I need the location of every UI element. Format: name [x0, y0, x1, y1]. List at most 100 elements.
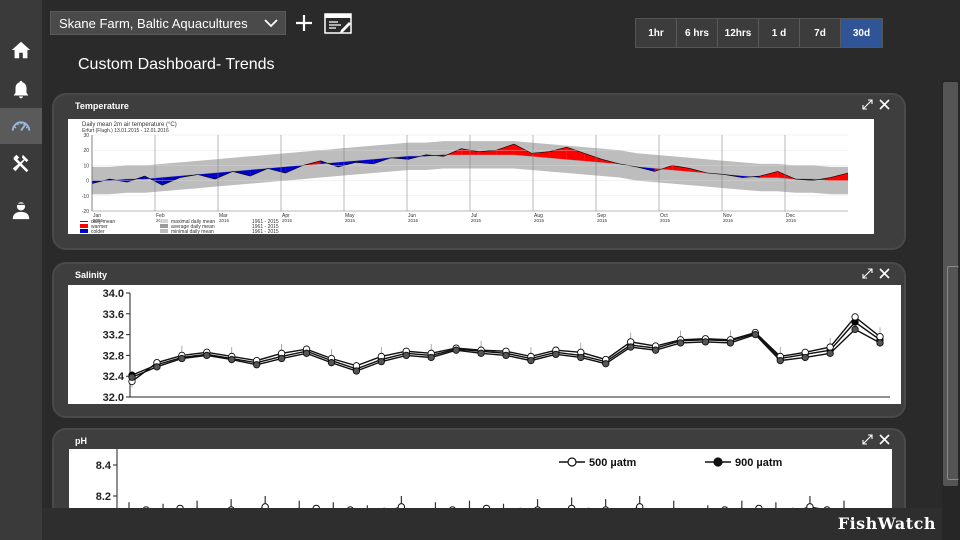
range-7d[interactable]: 7d: [800, 19, 841, 47]
salinity-point: [228, 355, 236, 364]
salinity-point: [277, 354, 286, 363]
salinity-point: [452, 346, 460, 354]
legend-label: 900 µatm: [735, 457, 783, 469]
user-icon: [12, 202, 30, 220]
brand-logo: FishWatch: [837, 514, 936, 533]
nav-user[interactable]: [0, 192, 42, 228]
month-year-label: 2015: [345, 218, 356, 223]
y-tick-label: 8.4: [96, 460, 112, 472]
warmer-area: [760, 171, 778, 178]
month-year-label: 2015: [534, 218, 545, 223]
tools-icon: [12, 154, 29, 173]
salinity-point: [701, 338, 710, 346]
salinity-point: [427, 353, 435, 362]
salinity-chart: 34.0 33.6 33.2 32.8 32.4 32.0: [68, 285, 901, 404]
legend-swatch: [80, 224, 88, 228]
add-icon[interactable]: [294, 13, 314, 33]
salinity-point: [826, 343, 834, 351]
y-tick-label: 32.8: [103, 350, 124, 362]
salinity-point: [402, 351, 410, 360]
y-tick-label: -10: [82, 194, 89, 200]
legend-label: minimal daily mean: [171, 229, 214, 234]
temperature-chart: Daily mean 2m air temperature (°C) Erfur…: [68, 119, 874, 234]
salinity-point: [726, 339, 735, 347]
nav-dashboard[interactable]: [0, 108, 42, 144]
salinity-panel-title: Salinity: [75, 270, 108, 280]
y-tick-label: -20: [82, 209, 89, 215]
month-year-label: 2015: [660, 218, 671, 223]
colder-area: [232, 169, 251, 177]
scrollbar-thumb[interactable]: [943, 82, 958, 486]
salinity-point: [302, 349, 311, 357]
salinity-point: [602, 360, 610, 368]
nav-tools[interactable]: [0, 145, 42, 181]
legend-marker: [567, 457, 577, 467]
ph-panel-title: pH: [75, 436, 87, 446]
close-icon[interactable]: [879, 99, 890, 110]
chevron-down-icon: [264, 19, 278, 28]
nav-alerts[interactable]: [0, 72, 42, 108]
month-label: Jan: [93, 213, 101, 219]
month-label: Sep: [597, 213, 606, 219]
y-tick-label: 0: [86, 179, 89, 185]
range-6hrs[interactable]: 6 hrs: [677, 19, 718, 47]
month-label: Feb: [156, 213, 165, 219]
site-selector[interactable]: Skane Farm, Baltic Aquacultures: [50, 11, 286, 35]
y-tick-label: 20: [83, 148, 89, 154]
colder-area: [355, 159, 374, 164]
legend-range: 1961 - 2015: [252, 219, 279, 225]
range-1hr[interactable]: 1hr: [636, 19, 677, 47]
salinity-point: [203, 351, 211, 360]
ph-panel-header: pH: [54, 430, 904, 452]
month-year-label: 2015: [408, 218, 419, 223]
legend-range: 1961 - 2015: [252, 224, 279, 230]
month-year-label: 2015: [282, 218, 293, 223]
temperature-chart-subtitle: Erfurt (Flugh.) 13.01.2015 - 12.01.2016: [82, 128, 169, 134]
colder-area: [197, 173, 216, 180]
site-selector-value: Skane Farm, Baltic Aquacultures: [59, 15, 248, 31]
salinity-panel: Salinity 34.0 33.6 33.2 32.8 32.4 32.0: [52, 262, 906, 418]
close-icon[interactable]: [879, 434, 890, 445]
legend-marker: [713, 457, 723, 467]
warmer-area: [584, 153, 602, 163]
range-30d[interactable]: 30d: [841, 19, 882, 47]
salinity-point: [128, 373, 136, 381]
salinity-panel-header: Salinity: [54, 264, 904, 286]
month-year-label: 2015: [597, 218, 608, 223]
temperature-panel: Temperature Daily mean 2m air temperatur…: [52, 93, 906, 250]
colder-area: [390, 156, 409, 160]
warmer-area: [531, 151, 550, 158]
time-range-selector: 1hr 6 hrs 12hrs 1 d 7d 30d: [635, 18, 883, 48]
salinity-point: [851, 325, 859, 334]
warmer-area: [566, 147, 585, 161]
colder-area: [250, 168, 268, 177]
legend-label: warmer: [91, 224, 108, 230]
warmer-area: [302, 160, 321, 166]
salinity-point: [327, 359, 336, 367]
expand-icon[interactable]: [862, 268, 873, 279]
salinity-point: [876, 333, 884, 341]
close-icon[interactable]: [879, 268, 890, 279]
bell-icon: [13, 80, 29, 99]
salinity-point: [552, 350, 560, 359]
temperature-chart-title: Daily mean 2m air temperature (°C): [82, 122, 177, 128]
expand-icon[interactable]: [862, 434, 873, 445]
month-label: Nov: [723, 213, 732, 219]
gauge-icon: [11, 121, 31, 132]
y-tick-label: 8.2: [96, 491, 111, 503]
warmer-area: [830, 173, 848, 181]
salinity-point: [751, 330, 759, 339]
warmer-area: [478, 150, 497, 155]
range-1d[interactable]: 1 d: [759, 19, 800, 47]
y-tick-label: 33.6: [103, 309, 124, 321]
salinity-point: [651, 346, 660, 354]
scrollbar-position-marker: [947, 266, 959, 480]
salinity-point: [153, 363, 161, 371]
dashboard-settings-icon[interactable]: [324, 13, 354, 35]
legend-swatch: [160, 229, 168, 233]
page-title: Custom Dashboard- Trends: [78, 56, 275, 73]
nav-home[interactable]: [0, 32, 42, 68]
range-12hrs[interactable]: 12hrs: [718, 19, 759, 47]
expand-icon[interactable]: [862, 99, 873, 110]
